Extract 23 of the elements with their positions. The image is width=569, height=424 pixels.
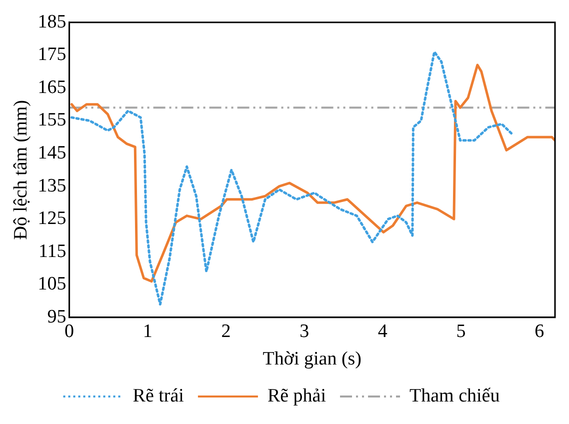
y-tick-label: 145 <box>38 142 66 164</box>
legend-label: Rẽ trái <box>132 385 184 406</box>
legend-label: Rẽ phải <box>267 385 326 406</box>
x-tick-label: 1 <box>142 320 152 342</box>
x-axis-title: Thời gian (s) <box>262 348 362 370</box>
y-tick-label: 155 <box>38 110 66 131</box>
y-tick-label: 135 <box>38 175 66 196</box>
x-tick-label: 0 <box>64 320 74 342</box>
x-tick-label: 6 <box>534 320 544 342</box>
x-tick-label: 2 <box>221 320 231 342</box>
y-axis-title: Độ lệch tâm (mm) <box>10 100 32 240</box>
y-tick-label: 125 <box>38 208 66 230</box>
x-tick-label: 4 <box>378 320 388 342</box>
line-series <box>70 50 514 306</box>
y-tick-label: 165 <box>38 76 66 98</box>
x-tick-label: 3 <box>300 320 310 342</box>
y-tick-label: 105 <box>38 274 66 295</box>
legend-label: Tham chiếu <box>410 385 500 406</box>
y-tick-label: 185 <box>38 11 66 32</box>
y-tick-label: 175 <box>38 44 66 66</box>
y-tick-label: 95 <box>47 306 66 328</box>
y-tick-label: 115 <box>38 240 66 262</box>
x-tick-label: 5 <box>456 320 466 342</box>
